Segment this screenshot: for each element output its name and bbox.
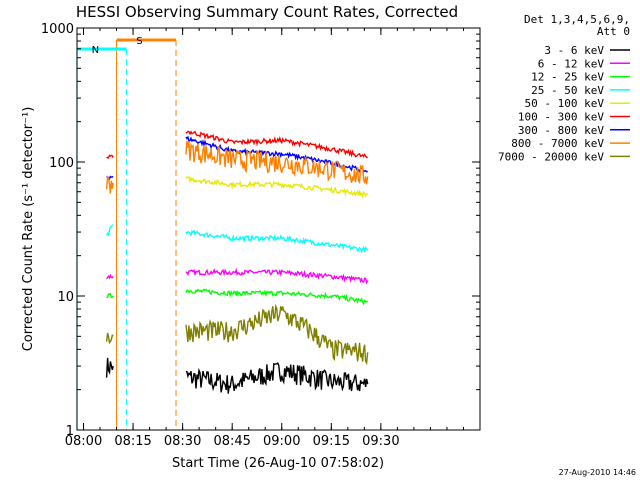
legend-entry: 25 - 50 keV (531, 84, 630, 97)
series-line (105, 224, 114, 237)
legend-label: 50 - 100 keV (525, 97, 605, 110)
series-line (185, 362, 369, 394)
flag-N: N (76, 45, 127, 430)
legend-entry: 300 - 800 keV (518, 124, 630, 137)
series-4 (185, 176, 369, 199)
legend-entry: 7000 - 20000 keV (498, 150, 630, 163)
series-5 (106, 130, 368, 159)
series-line (185, 288, 369, 306)
series-3 (105, 224, 369, 254)
series-line (185, 303, 369, 366)
legend-label: 7000 - 20000 keV (498, 150, 604, 163)
x-axis-label: Start Time (26-Aug-10 07:58:02) (172, 456, 384, 471)
legend-entry: 100 - 300 keV (518, 111, 630, 124)
y-tick-label: 1 (66, 424, 74, 439)
series-line (185, 229, 369, 254)
legend-label: 6 - 12 keV (538, 57, 605, 70)
series-8 (105, 303, 369, 366)
x-tick-label: 09:00 (263, 434, 300, 449)
flag-label: S (136, 36, 142, 47)
legend-entry: 6 - 12 keV (538, 57, 630, 70)
x-tick-label: 08:15 (114, 434, 151, 449)
x-axis-ticks: 08:00 08:15 08:30 08:45 09:00 09:15 09:30 (65, 28, 481, 449)
legend-entry: 12 - 25 keV (531, 71, 630, 84)
series-line (106, 292, 114, 299)
series-2 (106, 288, 369, 306)
legend-title: Det 1,3,4,5,6,9, (524, 13, 630, 26)
chart-title: HESSI Observing Summary Count Rates, Cor… (76, 3, 458, 21)
legend-label: 12 - 25 keV (531, 71, 604, 84)
x-tick-label: 08:30 (164, 434, 201, 449)
legend-label: 800 - 7000 keV (511, 137, 604, 150)
x-tick-label: 09:30 (362, 434, 399, 449)
legend-title: Att 0 (597, 25, 630, 38)
x-tick-label: 08:00 (65, 434, 102, 449)
series-line (185, 267, 369, 285)
legend-entry: 800 - 7000 keV (511, 137, 630, 150)
flag-layer: SN (76, 36, 177, 430)
series-line (106, 154, 114, 159)
series-line (185, 135, 368, 174)
legend-entry: 50 - 100 keV (525, 97, 630, 110)
series-7 (105, 140, 369, 194)
x-tick-label: 08:45 (213, 434, 250, 449)
x-tick-label: 09:15 (313, 434, 350, 449)
y-axis-ticks: 1 10 100 1000 (41, 22, 480, 439)
y-tick-label: 10 (57, 290, 74, 305)
series-line (185, 130, 368, 159)
legend-label: 25 - 50 keV (531, 84, 604, 97)
plot-frame (76, 27, 481, 431)
series-line (185, 140, 369, 185)
y-axis-label: Corrected Count Rate (s⁻¹ detector⁻¹) (21, 107, 36, 352)
y-tick-label: 100 (49, 156, 74, 171)
legend-label: 300 - 800 keV (518, 124, 604, 137)
series-line (106, 273, 114, 280)
legend-label: 100 - 300 keV (518, 111, 604, 124)
flag-label: N (92, 45, 99, 56)
series-line (185, 176, 369, 199)
series-line (105, 357, 114, 378)
legend-label: 3 - 6 keV (544, 44, 604, 57)
flag-S: S (116, 36, 177, 430)
y-tick-label: 1000 (41, 22, 74, 37)
series-layer (105, 130, 369, 394)
series-0 (105, 357, 369, 394)
series-line (105, 175, 114, 194)
series-line (105, 332, 114, 345)
footer-date: 27-Aug-2010 14:46 (559, 468, 636, 477)
legend-entry: 3 - 6 keV (544, 44, 630, 57)
series-1 (106, 267, 369, 285)
